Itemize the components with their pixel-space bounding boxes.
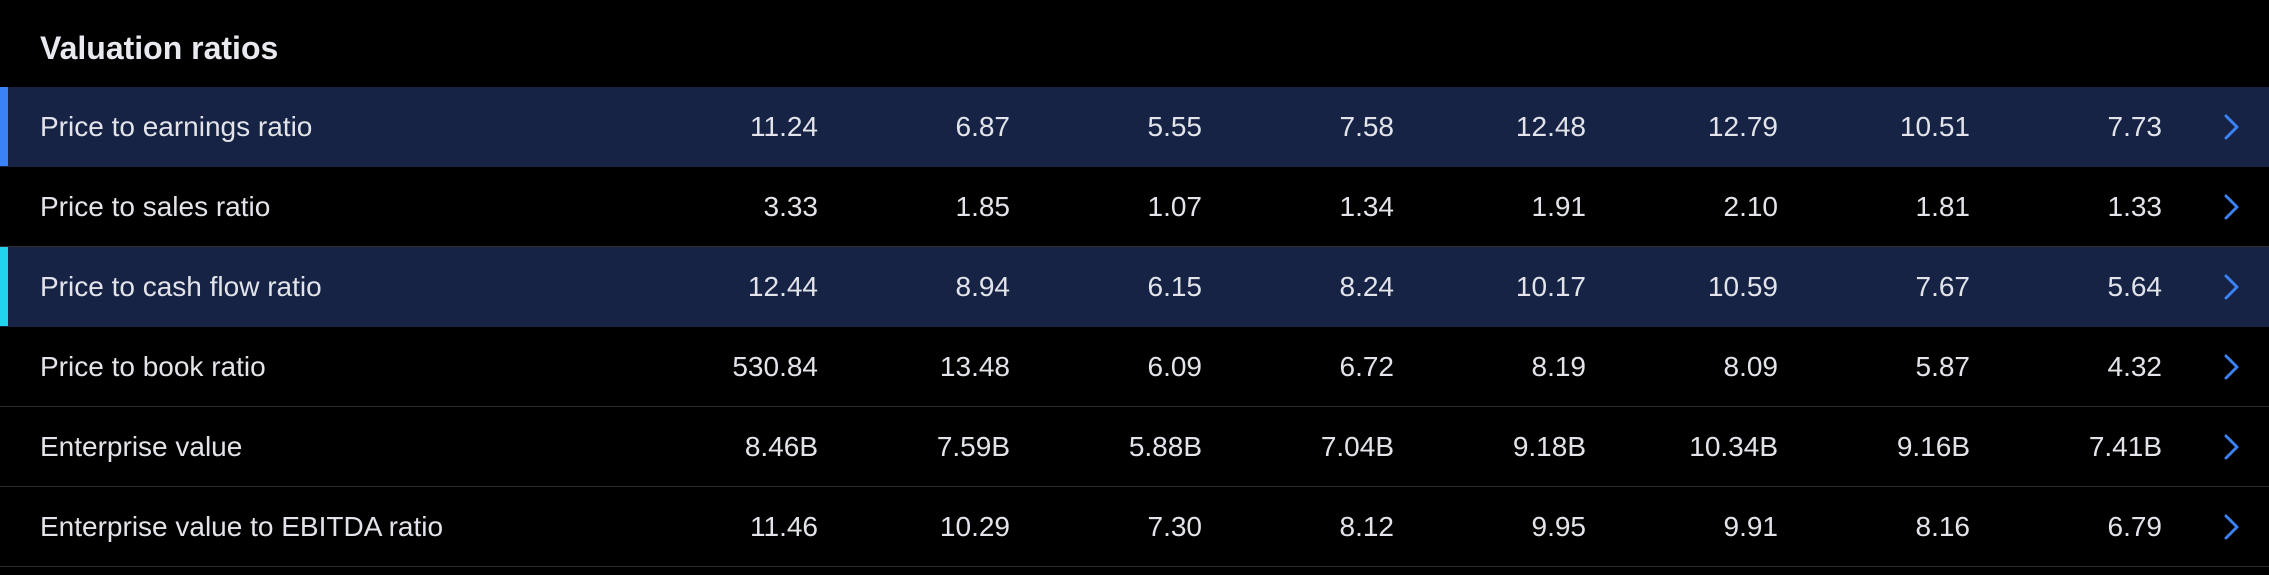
value-cell: 8.09 [1723,351,1779,382]
value-cell: 5.64 [2107,271,2163,302]
value-cell: 6.15 [1147,271,1203,302]
row-label: Enterprise value to EBITDA ratio [40,511,444,542]
section-title: Valuation ratios [40,30,279,66]
value-cell: 7.30 [1147,511,1203,542]
row-label: Price to sales ratio [40,191,271,222]
value-cell: 1.81 [1915,191,1971,222]
value-cell: 8.19 [1531,351,1587,382]
value-cell: 10.59 [1707,271,1778,302]
value-cell: 6.79 [2107,511,2163,542]
value-cell: 9.18B [1512,431,1586,462]
value-cell: 10.17 [1515,271,1586,302]
value-cell: 7.59B [936,431,1010,462]
value-cell: 12.48 [1515,111,1586,142]
row-marker [0,247,8,326]
value-cell: 9.95 [1531,511,1587,542]
value-cell: 1.85 [955,191,1011,222]
row-label: Price to earnings ratio [40,111,313,142]
value-cell: 6.87 [955,111,1011,142]
table-row[interactable]: Price to cash flow ratio 12.44 8.94 6.15… [0,247,2269,327]
value-cell: 10.29 [939,511,1010,542]
value-cell: 5.87 [1915,351,1971,382]
value-cell: 11.46 [750,511,818,542]
value-cell: 530.84 [732,351,818,382]
value-cell: 6.09 [1147,351,1203,382]
value-cell: 11.24 [750,111,818,142]
value-cell: 9.91 [1723,511,1779,542]
value-cell: 7.73 [2107,111,2163,142]
value-cell: 1.34 [1339,191,1395,222]
value-cell: 9.16B [1896,431,1970,462]
value-cell: 7.67 [1915,271,1971,302]
chevron-right-icon[interactable] [2216,512,2246,542]
value-cell: 12.79 [1707,111,1778,142]
value-cell: 10.51 [1899,111,1970,142]
table-row[interactable]: Price to earnings ratio 11.24 6.87 5.55 … [0,87,2269,167]
table-row[interactable]: Price to sales ratio 3.33 1.85 1.07 1.34… [0,167,2269,247]
value-cell: 1.91 [1531,191,1587,222]
row-label: Enterprise value [40,431,243,462]
table-row[interactable]: Enterprise value 8.46B 7.59B 5.88B 7.04B… [0,407,2269,487]
ratios-table: Price to earnings ratio 11.24 6.87 5.55 … [0,87,2269,567]
value-cell: 8.12 [1339,511,1395,542]
value-cell: 8.16 [1915,511,1971,542]
value-cell: 1.33 [2107,191,2163,222]
value-cell: 2.10 [1723,191,1779,222]
value-cell: 5.55 [1147,111,1203,142]
chevron-right-icon[interactable] [2216,112,2246,142]
chevron-right-icon[interactable] [2216,352,2246,382]
value-cell: 8.24 [1339,271,1395,302]
value-cell: 10.34B [1689,431,1778,462]
row-label: Price to book ratio [40,351,266,382]
table-row[interactable]: Price to book ratio 530.84 13.48 6.09 6.… [0,327,2269,407]
row-label: Price to cash flow ratio [40,271,322,302]
chevron-right-icon[interactable] [2216,432,2246,462]
value-cell: 7.04B [1320,431,1394,462]
value-cell: 3.33 [763,191,819,222]
value-cell: 5.88B [1128,431,1202,462]
value-cell: 8.94 [955,271,1011,302]
value-cell: 1.07 [1147,191,1203,222]
chevron-right-icon[interactable] [2216,192,2246,222]
chevron-right-icon[interactable] [2216,272,2246,302]
value-cell: 4.32 [2107,351,2163,382]
value-cell: 12.44 [747,271,818,302]
value-cell: 13.48 [939,351,1010,382]
value-cell: 6.72 [1339,351,1395,382]
value-cell: 8.46B [744,431,818,462]
table-row[interactable]: Enterprise value to EBITDA ratio 11.46 1… [0,487,2269,567]
value-cell: 7.58 [1339,111,1395,142]
row-marker [0,87,8,166]
value-cell: 7.41B [2088,431,2162,462]
